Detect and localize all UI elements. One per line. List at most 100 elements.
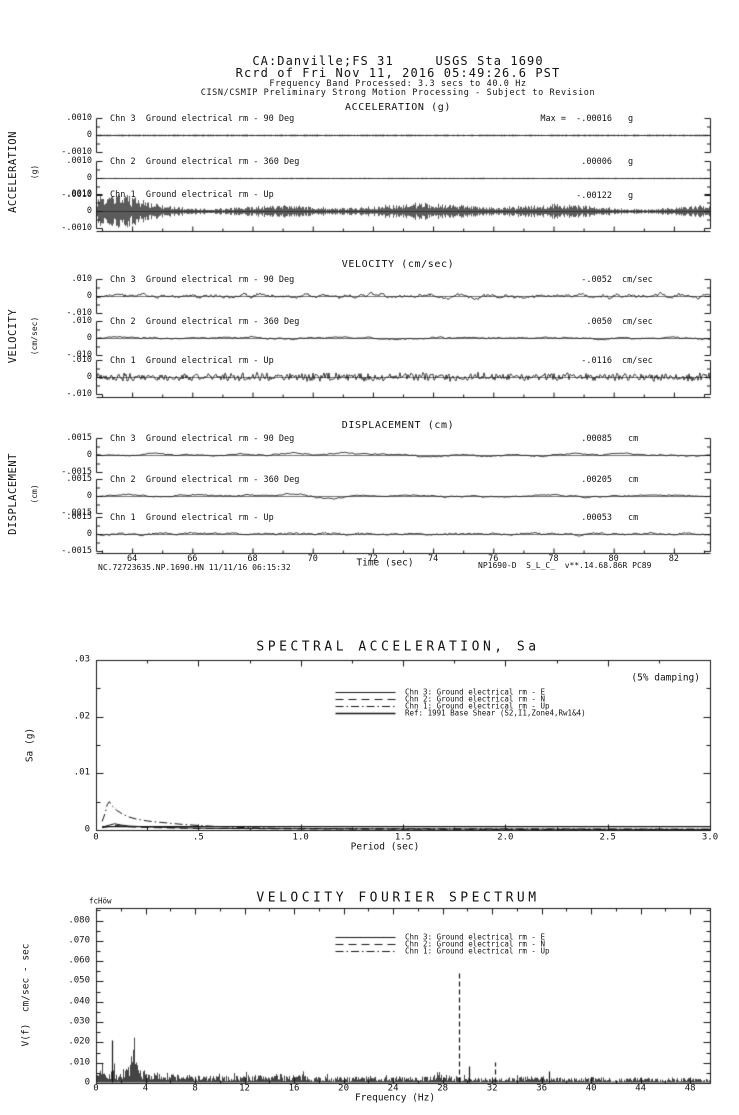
fourier-x-tick-label: 16 (288, 1083, 300, 1094)
fourier-legend-item: Chn 2: Ground electrical rm - N (405, 939, 545, 949)
channel-label: Chn 1 Ground electrical rm - Up (110, 512, 274, 523)
sa-title: SPECTRAL ACCELERATION, Sa (256, 639, 540, 655)
acceleration-title: ACCELERATION (g) (345, 102, 451, 113)
strip-y-tick-label: .0010 (66, 112, 92, 123)
peak-annotation: .00053 (581, 512, 612, 523)
peak-units: cm/sec (622, 355, 653, 366)
peak-annotation: Max = -.00016 (540, 113, 612, 124)
sa-xlabel: Period (sec) (350, 841, 420, 853)
strip-y-tick-label: .010 (71, 354, 92, 365)
strip-y-tick-label: .0010 (66, 188, 92, 199)
sa-legend-item: Chn 2: Ground electrical rm - N (405, 694, 545, 704)
fourier-y-tick-label: .030 (68, 1016, 90, 1027)
strip-y-tick-label: .0010 (66, 155, 92, 166)
peak-annotation: -.0052 (581, 274, 612, 285)
strip-y-tick-label: -.0015 (61, 466, 92, 477)
sa-x-tick-label: 0 (93, 832, 99, 843)
sa-x-tick-label: 3.0 (701, 832, 719, 843)
channel-label: Chn 3 Ground electrical rm - 90 Deg (110, 274, 295, 285)
sa-y-tick-label: 0 (84, 824, 90, 835)
sa-x-tick-label: 2.0 (497, 832, 514, 843)
displacement-ylabel-units: (cm) (30, 484, 39, 504)
sa-y-tick-label: .03 (73, 654, 90, 665)
time-tick-label: 72 (367, 553, 379, 564)
fourier-xlabel: Frequency (Hz) (354, 1092, 436, 1104)
header-station-line: CA:Danville;FS 31 USGS Sta 1690 (252, 54, 544, 68)
header-band-line: Frequency Band Processed: 3.3 secs to 40… (269, 78, 527, 89)
time-tick-label: 68 (247, 553, 258, 564)
time-tick-label: 76 (488, 553, 499, 564)
strip-y-tick-label: 0 (86, 528, 92, 539)
sa-legend-item: Ref: 1991 Base Shear (S2,I1,Zone4,Rw1&4) (405, 708, 586, 718)
fourier-legend-item: Chn 1: Ground electrical rm - Up (405, 946, 550, 956)
strip-y-tick-label: -.010 (66, 307, 92, 318)
channel-label: Chn 2 Ground electrical rm - 360 Deg (110, 156, 300, 167)
fourier-x-tick-label: 24 (387, 1083, 399, 1094)
peak-annotation: .0050 (586, 316, 612, 327)
header-record-line: Rcrd of Fri Nov 11, 2016 05:49:26.6 PST (235, 66, 561, 80)
channel-label: Chn 3 Ground electrical rm - 90 Deg (110, 113, 295, 124)
peak-units: g (628, 190, 634, 201)
fourier-x-tick-label: 0 (93, 1083, 99, 1094)
peak-units: cm (628, 474, 639, 485)
time-tick-label: 70 (307, 553, 318, 564)
strip-y-tick-label: -.0010 (61, 146, 92, 157)
sa-y-tick-label: .01 (73, 767, 90, 778)
fourier-x-tick-label: 12 (239, 1083, 250, 1094)
strip-y-tick-label: -.0015 (61, 507, 92, 518)
peak-units: cm/sec (622, 274, 653, 285)
fourier-title: VELOCITY FOURIER SPECTRUM (256, 890, 540, 906)
sa-y-tick-label: .02 (73, 711, 90, 722)
fourier-y-tick-label: .060 (68, 955, 90, 966)
fourier-y-tick-label: .070 (68, 935, 90, 946)
strip-y-tick-label: 0 (86, 205, 92, 216)
fourier-corner-label: fcHöw (89, 896, 112, 906)
strip-y-tick-label: -.010 (66, 349, 92, 360)
strip-y-tick-label: 0 (86, 449, 92, 460)
acceleration-ylabel: ACCELERATION (6, 131, 19, 213)
sa-legend-item: Chn 1: Ground electrical rm - Up (405, 701, 550, 711)
fourier-x-tick-label: 40 (585, 1083, 597, 1094)
acceleration-ylabel-units: (g) (30, 164, 39, 180)
strip-y-tick-label: .010 (71, 315, 92, 326)
fourier-x-tick-label: 48 (684, 1083, 696, 1094)
fourier-x-tick-label: 4 (142, 1083, 149, 1094)
fourier-y-tick-label: .080 (68, 915, 90, 926)
time-tick-label: 66 (187, 553, 198, 564)
time-tick-label: 64 (126, 553, 138, 564)
displacement-title: DISPLACEMENT (cm) (341, 420, 455, 431)
velocity-title: VELOCITY (cm/sec) (341, 259, 455, 270)
peak-annotation: -.0116 (581, 355, 612, 366)
velocity-ylabel-units: (cm/sec) (30, 316, 39, 356)
velocity-ylabel: VELOCITY (6, 308, 19, 364)
time-tick-label: 82 (668, 553, 679, 564)
sa-x-tick-label: 1.0 (292, 832, 309, 843)
time-tick-label: 74 (427, 553, 439, 564)
fourier-y-tick-label: .040 (68, 996, 90, 1007)
sa-damping-note: (5% damping) (631, 672, 700, 684)
fourier-x-tick-label: 44 (635, 1083, 647, 1094)
channel-label: Chn 2 Ground electrical rm - 360 Deg (110, 474, 300, 485)
time-tick-label: 78 (548, 553, 559, 564)
strip-y-tick-label: -.0010 (61, 189, 92, 200)
channel-label: Chn 3 Ground electrical rm - 90 Deg (110, 433, 295, 444)
header-notice-line: CISN/CSMIP Preliminary Strong Motion Pro… (200, 87, 596, 98)
fourier-y-tick-label: .050 (68, 975, 90, 986)
sa-x-tick-label: 2.5 (599, 832, 616, 843)
fourier-y-tick-label: .020 (68, 1036, 90, 1047)
strip-y-tick-label: 0 (86, 172, 92, 183)
strip-y-tick-label: .0015 (66, 473, 92, 484)
strip-y-tick-label: -.010 (66, 388, 92, 399)
peak-units: cm (628, 512, 639, 523)
peak-annotation: -.00122 (576, 190, 612, 201)
fourier-y-tick-label: .010 (68, 1057, 90, 1068)
fourier-y-tick-label: 0 (84, 1077, 90, 1088)
peak-units: cm (628, 433, 639, 444)
footer-processing-id: NP1690-D S_L_C_ v**.14.68.86R PC89 (478, 561, 652, 570)
strip-y-tick-label: 0 (86, 332, 92, 343)
peak-annotation: .00085 (581, 433, 612, 444)
peak-units: cm/sec (622, 316, 653, 327)
strip-y-tick-label: 0 (86, 490, 92, 501)
channel-label: Chn 1 Ground electrical rm - Up (110, 355, 274, 366)
fourier-x-tick-label: 36 (536, 1083, 548, 1094)
